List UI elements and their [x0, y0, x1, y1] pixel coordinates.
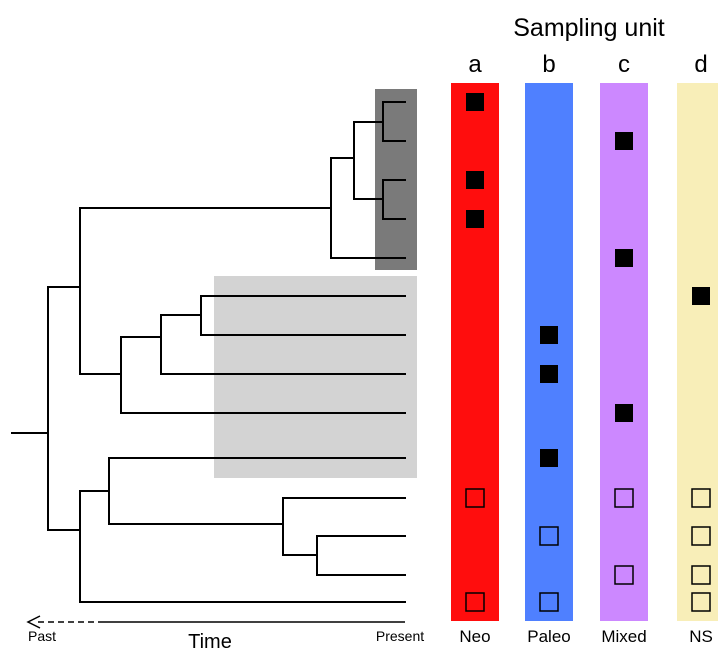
filled-square-marker	[615, 132, 633, 150]
open-square-marker	[691, 565, 711, 585]
past-label: Past	[28, 628, 56, 644]
open-square-marker	[614, 565, 634, 585]
column-neo: a Neo	[451, 51, 499, 646]
column-letter: c	[618, 51, 630, 78]
present-label: Present	[376, 628, 424, 644]
filled-square-marker	[692, 287, 710, 305]
column-bar	[451, 83, 499, 621]
open-square-marker	[465, 488, 485, 508]
column-name: Mixed	[601, 627, 646, 646]
time-label: Time	[188, 631, 232, 652]
filled-square-marker	[466, 171, 484, 189]
column-name: Paleo	[527, 627, 570, 646]
open-square-marker	[691, 526, 711, 546]
filled-square-marker	[466, 210, 484, 228]
time-axis: Past Time Present	[26, 615, 424, 652]
sampling-unit-columns: a Neo b Paleo c Mixed d NS	[451, 51, 718, 646]
filled-square-marker	[466, 93, 484, 111]
diagram-title: Sampling unit	[513, 14, 665, 42]
open-square-marker	[691, 488, 711, 508]
filled-square-marker	[615, 249, 633, 267]
column-letter: d	[694, 51, 707, 78]
open-square-marker	[614, 488, 634, 508]
column-name: Neo	[459, 627, 490, 646]
filled-square-marker	[615, 404, 633, 422]
column-bar	[677, 83, 718, 621]
filled-square-marker	[540, 326, 558, 344]
column-bar	[525, 83, 573, 621]
open-square-marker	[465, 592, 485, 612]
column-paleo: b Paleo	[525, 51, 573, 646]
column-letter: a	[468, 51, 482, 78]
column-mixed: c Mixed	[600, 51, 648, 646]
open-square-marker	[539, 526, 559, 546]
arrow-left-icon	[26, 615, 41, 629]
column-name: NS	[689, 627, 713, 646]
open-square-marker	[691, 592, 711, 612]
column-ns: d NS	[677, 51, 718, 646]
phylogenetic-tree	[11, 101, 406, 603]
open-square-marker	[539, 592, 559, 612]
column-letter: b	[542, 51, 555, 78]
filled-square-marker	[540, 365, 558, 383]
filled-square-marker	[540, 449, 558, 467]
fossil-clade-highlight	[214, 276, 417, 478]
column-bar	[600, 83, 648, 621]
